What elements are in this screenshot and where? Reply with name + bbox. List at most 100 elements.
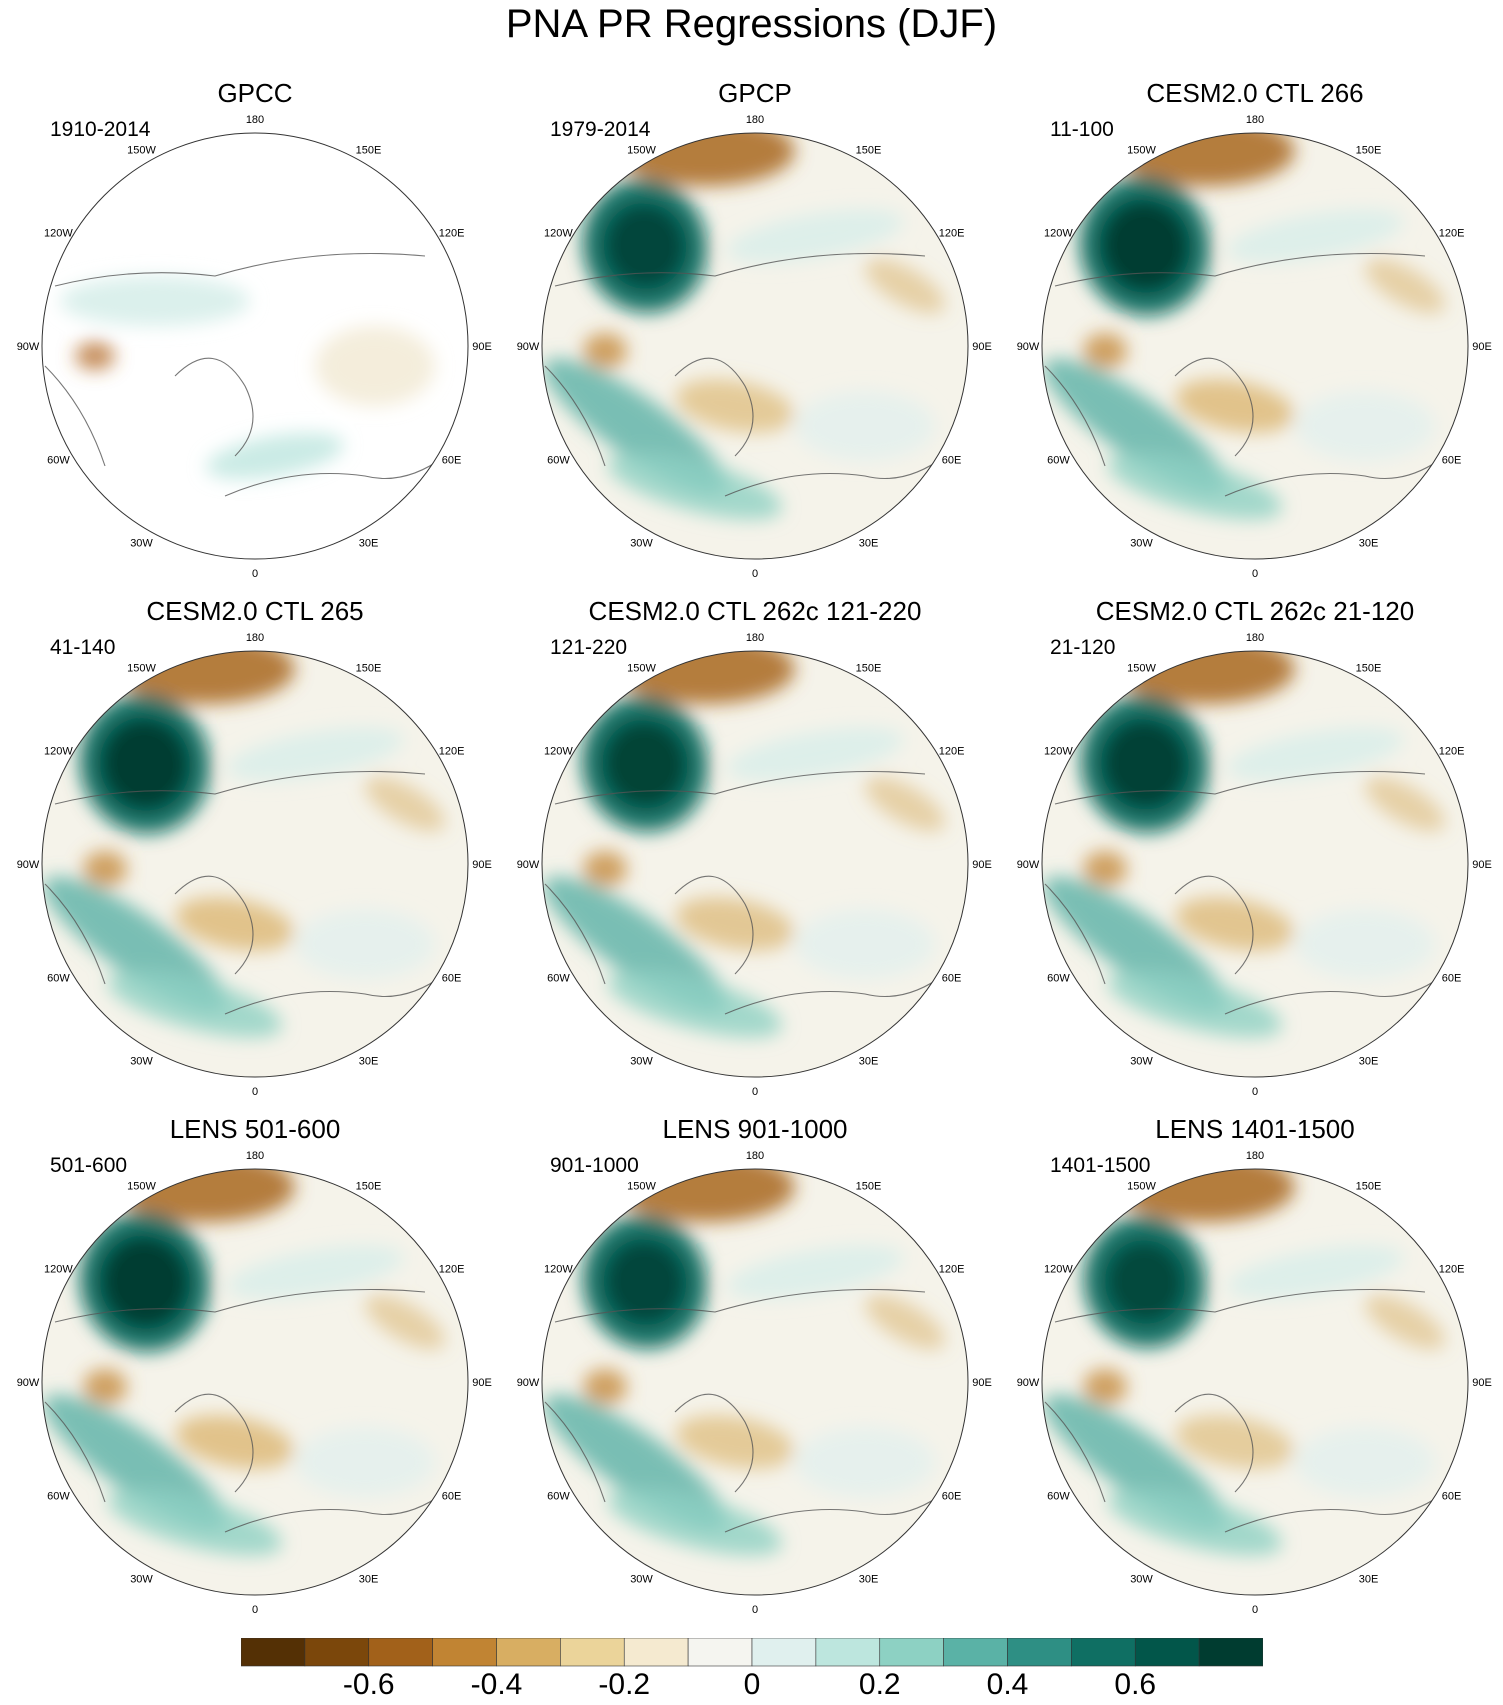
longitude-label: 150E (356, 662, 382, 674)
colorbar-box (687, 1637, 753, 1667)
polar-map: 180 150E 120E 90E 60E 30E 0 30W 60W 90W 120W 150W (517, 1150, 992, 1616)
longitude-label: 30E (1359, 1574, 1379, 1586)
longitude-label: 30W (130, 1056, 153, 1068)
colorbar-box (496, 1637, 561, 1667)
coastlines (44, 1288, 446, 1533)
longitude-label: 90E (972, 859, 992, 871)
map-field (542, 1169, 968, 1595)
polar-map: 180 150E 120E 90E 60E 30E 0 30W 60W 90W 120W 150W (1017, 114, 1492, 580)
coastlines (44, 252, 446, 497)
coastlines (544, 770, 946, 1015)
longitude-label: 90E (972, 341, 992, 353)
longitude-label: 90E (472, 341, 492, 353)
longitude-label: 0 (1252, 568, 1258, 580)
longitude-label: 30W (130, 1574, 153, 1586)
map-panel: GPCP 1979-2014 180 150E 120E 90E 60E 30E 0 30W 60W… (517, 78, 992, 580)
panel-title: LENS 1401-1500 (1155, 1114, 1355, 1144)
map-panel: LENS 501-600 501-600 180 150E 120E 90E 60E 30E 0… (17, 1114, 492, 1616)
panel-title: LENS 901-1000 (662, 1114, 848, 1144)
longitude-label: 150W (127, 144, 156, 156)
longitude-label: 90W (1017, 1377, 1040, 1389)
longitude-label: 120E (939, 228, 965, 240)
map-boundary (1041, 650, 1469, 1078)
longitude-label: 90W (517, 341, 540, 353)
longitude-label: 150E (356, 1180, 382, 1192)
colorbar-box (368, 1637, 433, 1667)
map-field (1042, 1169, 1468, 1595)
longitude-label: 150W (127, 662, 156, 674)
longitude-label: 180 (246, 632, 264, 644)
longitude-label: 150W (627, 144, 656, 156)
longitude-label: 30W (630, 1056, 653, 1068)
longitude-label: 90E (972, 1377, 992, 1389)
longitude-label: 180 (746, 632, 764, 644)
map-boundary (41, 650, 469, 1078)
longitude-label: 90E (1472, 859, 1492, 871)
longitude-label: 90W (517, 1377, 540, 1389)
longitude-label: 0 (752, 568, 758, 580)
longitude-label: 90W (1017, 859, 1040, 871)
polar-map: 180 150E 120E 90E 60E 30E 0 30W 60W 90W 120W 150W (1017, 632, 1492, 1098)
longitude-label: 150E (1356, 1180, 1382, 1192)
longitude-label: 120W (1044, 746, 1073, 758)
panel-title: GPCC (217, 78, 293, 108)
polar-map: 180 150E 120E 90E 60E 30E 0 30W 60W 90W 120W 150W (517, 632, 992, 1098)
panel-period: 41-140 (50, 636, 116, 659)
panel-period: 1979-2014 (550, 118, 651, 141)
longitude-label: 120E (1439, 746, 1465, 758)
longitude-label: 60W (47, 455, 70, 467)
longitude-label: 30W (630, 1574, 653, 1586)
longitude-label: 180 (746, 1150, 764, 1162)
longitude-label: 120W (44, 746, 73, 758)
map-panel: CESM2.0 CTL 265 41-140 180 150E 120E 90E 60E 30… (17, 596, 492, 1098)
map-boundary (541, 650, 969, 1078)
map-boundary (41, 1168, 469, 1596)
colorbar-tick-label: -0.2 (598, 1668, 651, 1701)
longitude-label: 60W (1047, 973, 1070, 985)
panel-period: 121-220 (550, 636, 628, 659)
longitude-label: 180 (1246, 632, 1264, 644)
longitude-label: 90W (517, 859, 540, 871)
panel-period: 501-600 (50, 1154, 128, 1177)
map-panel: LENS 1401-1500 1401-1500 180 150E 120E 90E 60E… (1017, 1114, 1492, 1616)
map-panel: CESM2.0 CTL 262c 21-120 21-120 180 150E 120E… (1017, 596, 1492, 1098)
coastlines (544, 1288, 946, 1533)
colorbar-tick-label: 0.2 (858, 1668, 901, 1701)
colorbar-box (879, 1637, 944, 1667)
longitude-label: 30W (1130, 1056, 1153, 1068)
panel-title: CESM2.0 CTL 262c 121-220 (588, 596, 922, 626)
longitude-label: 30E (1359, 1056, 1379, 1068)
coastlines (1044, 770, 1446, 1015)
longitude-label: 30E (359, 1574, 379, 1586)
longitude-label: 60W (47, 1491, 70, 1503)
longitude-label: 30E (859, 1574, 879, 1586)
colorbar-tick-label: 0.4 (986, 1668, 1029, 1701)
longitude-label: 0 (252, 1086, 258, 1098)
map-field (42, 133, 468, 559)
longitude-label: 90W (17, 1377, 40, 1389)
longitude-label: 0 (752, 1086, 758, 1098)
colorbar: -0.6 -0.4 -0.2 0 0.2 0.4 0.6 (240, 1637, 1264, 1701)
colorbar-box (1007, 1637, 1072, 1667)
panel-period: 21-120 (1050, 636, 1116, 659)
longitude-label: 120W (1044, 1264, 1073, 1276)
colorbar-box (751, 1637, 817, 1667)
coastlines (1044, 252, 1446, 497)
longitude-label: 120E (1439, 1264, 1465, 1276)
panel-title: GPCP (718, 78, 792, 108)
map-panel: GPCC 1910-2014 180 150E 120E 90E 60E 30E 0 30W 60W… (17, 78, 492, 580)
longitude-label: 30W (130, 538, 153, 550)
coastlines (44, 770, 446, 1015)
longitude-label: 30E (859, 538, 879, 550)
longitude-label: 120E (439, 746, 465, 758)
longitude-label: 60E (1442, 455, 1462, 467)
longitude-label: 120W (544, 746, 573, 758)
colorbar-tick-label: -0.4 (470, 1668, 523, 1701)
polar-map: 180 150E 120E 90E 60E 30E 0 30W 60W 90W 120W 150W (17, 1150, 492, 1616)
panel-title: CESM2.0 CTL 265 (146, 596, 364, 626)
longitude-label: 90E (1472, 1377, 1492, 1389)
map-boundary (41, 132, 469, 560)
longitude-label: 120E (439, 1264, 465, 1276)
map-field (1042, 133, 1468, 559)
